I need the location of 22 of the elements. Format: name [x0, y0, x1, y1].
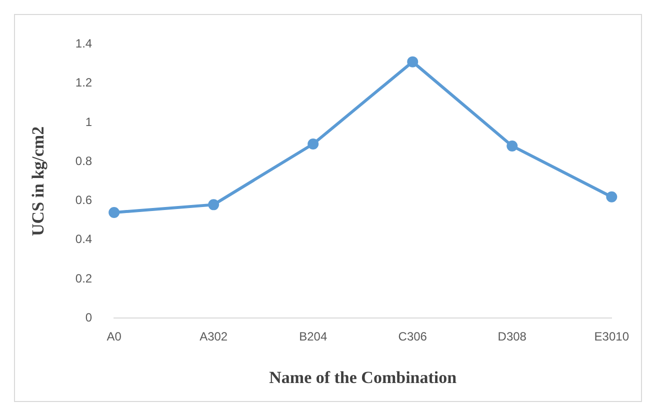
y-tick-label: 1.4 [75, 36, 92, 51]
x-tick-label: D308 [498, 330, 527, 344]
x-tick-label: A302 [200, 330, 228, 344]
y-tick-label: 1.2 [75, 76, 92, 90]
x-tick-label: E3010 [594, 330, 630, 344]
y-tick-label: 0.4 [75, 232, 92, 246]
y-tick-label: 1 [85, 114, 92, 129]
y-tick-label: 0.2 [75, 271, 92, 286]
x-tick-label: C306 [398, 330, 428, 344]
x-tick-label: A0 [106, 330, 122, 344]
point [108, 207, 120, 218]
point [208, 199, 220, 210]
point [506, 140, 518, 152]
point [407, 56, 418, 68]
x-axis-title: Name of the Combination [269, 368, 458, 388]
y-tick-label: 0.6 [75, 193, 92, 208]
point [606, 191, 618, 202]
y-axis-title: UCS in kg/cm2 [28, 126, 48, 236]
point [308, 138, 319, 150]
x-tick-label: B204 [299, 330, 328, 344]
y-tick-label: 0.8 [75, 154, 92, 168]
y-tick-label: 0 [85, 310, 92, 325]
